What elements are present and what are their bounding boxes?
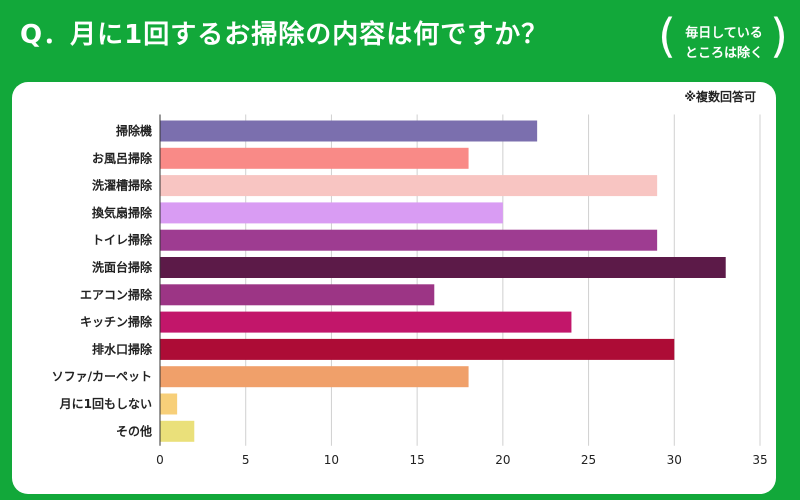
- category-label: 洗濯槽掃除: [92, 178, 153, 193]
- category-label: ソファ/カーペット: [52, 370, 152, 384]
- multiple-answers-note: ※複数回答可: [684, 90, 756, 104]
- bar: [160, 229, 658, 251]
- x-tick-label: 0: [156, 453, 164, 467]
- note-line-2: ところは除く: [684, 46, 763, 61]
- x-tick-label: 30: [667, 453, 682, 467]
- x-tick-label: 20: [495, 453, 510, 467]
- bar-chart: 掃除機お風呂掃除洗濯槽掃除換気扇掃除トイレ掃除洗面台掃除エアコン掃除キッチン掃除…: [52, 114, 768, 467]
- exclusion-note: ( 毎日している ところは除く ): [658, 10, 788, 66]
- category-label: お風呂掃除: [92, 150, 153, 165]
- bar: [160, 202, 503, 224]
- x-tick-label: 10: [324, 453, 339, 467]
- category-label: その他: [116, 423, 152, 438]
- note-line-1: 毎日している: [685, 26, 763, 41]
- bar: [160, 366, 469, 388]
- left-paren-icon: (: [658, 9, 676, 63]
- chart-card: ※複数回答可 掃除機お風呂掃除洗濯槽掃除換気扇掃除トイレ掃除洗面台掃除エアコン掃…: [12, 82, 776, 494]
- category-label: トイレ掃除: [92, 232, 153, 247]
- bar: [160, 311, 572, 333]
- category-label: エアコン掃除: [80, 287, 153, 302]
- x-tick-label: 5: [242, 453, 250, 467]
- bar: [160, 393, 178, 415]
- category-label: キッチン掃除: [80, 314, 153, 329]
- bar: [160, 338, 675, 360]
- category-label: 換気扇掃除: [92, 205, 153, 220]
- bar: [160, 175, 658, 197]
- bar: [160, 120, 538, 142]
- category-label: 洗面台掃除: [92, 260, 153, 275]
- right-paren-icon: ): [770, 9, 788, 63]
- x-tick-label: 35: [752, 453, 767, 467]
- chart-title: Q．月に1回するお掃除の内容は何ですか？: [20, 20, 549, 50]
- category-label: 排水口掃除: [92, 341, 153, 356]
- bar: [160, 420, 195, 442]
- x-tick-label: 25: [581, 453, 596, 467]
- category-label: 掃除機: [116, 123, 152, 138]
- bar: [160, 147, 469, 169]
- x-tick-label: 15: [410, 453, 425, 467]
- bar: [160, 257, 726, 278]
- bar: [160, 284, 435, 306]
- category-label: 月に1回もしない: [59, 397, 152, 411]
